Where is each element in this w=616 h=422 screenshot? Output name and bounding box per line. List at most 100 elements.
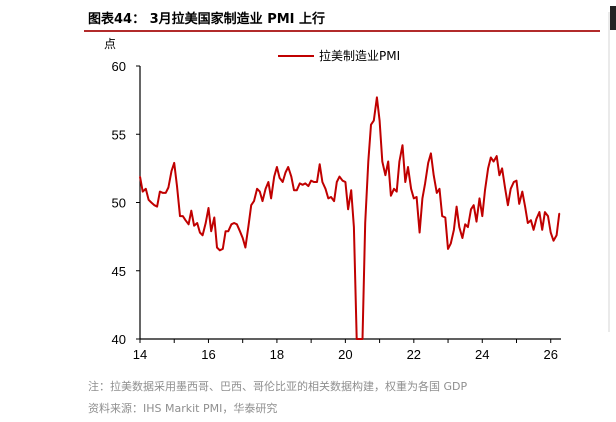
data-point	[184, 219, 187, 221]
data-point	[490, 156, 492, 159]
data-point	[473, 204, 475, 206]
data-point	[302, 184, 304, 186]
data-point	[416, 196, 418, 198]
data-point	[333, 200, 335, 202]
y-tick-label: 50	[112, 196, 126, 211]
data-point	[196, 222, 198, 224]
data-point	[513, 181, 515, 183]
x-tick-label: 24	[475, 347, 489, 362]
data-point	[261, 200, 264, 202]
data-point	[276, 166, 278, 168]
adjacent-page-divider	[608, 12, 610, 332]
x-tick-label: 26	[543, 347, 557, 362]
data-point	[267, 181, 269, 183]
data-point	[145, 188, 147, 190]
series-group	[139, 96, 561, 340]
adjacent-page-edge	[606, 6, 616, 30]
data-point	[173, 162, 175, 164]
y-axis-unit: 点	[104, 37, 116, 51]
data-point	[342, 180, 344, 182]
data-point	[250, 204, 252, 206]
data-point	[222, 248, 224, 250]
data-point	[153, 204, 155, 206]
y-tick-label: 45	[112, 264, 126, 279]
data-point	[321, 181, 323, 183]
data-point	[421, 197, 423, 199]
data-point	[227, 230, 229, 232]
data-point	[507, 204, 509, 206]
data-point	[481, 215, 483, 217]
x-tick-label: 18	[270, 347, 284, 362]
data-point	[225, 230, 227, 232]
data-point	[148, 199, 150, 201]
data-point	[387, 160, 389, 163]
data-point	[393, 188, 395, 190]
data-point	[247, 225, 250, 227]
data-point	[367, 160, 369, 163]
data-point	[179, 215, 181, 217]
data-point	[239, 230, 241, 232]
data-point	[233, 222, 235, 224]
y-axis-ticks: 60 55 50 45 40	[112, 59, 140, 347]
x-tick-label: 16	[201, 347, 215, 362]
data-point	[242, 237, 244, 239]
data-point	[556, 234, 558, 236]
data-point	[456, 206, 458, 208]
data-point	[324, 188, 327, 190]
data-point	[207, 207, 210, 209]
data-point	[256, 188, 258, 190]
data-point	[310, 180, 312, 182]
data-point	[398, 160, 400, 163]
data-point	[379, 120, 381, 122]
data-point	[156, 206, 158, 208]
data-point	[390, 195, 392, 197]
data-point	[279, 177, 281, 179]
data-point	[410, 188, 412, 190]
data-point	[413, 197, 415, 199]
legend: 拉美制造业PMI	[278, 48, 400, 63]
data-point	[510, 188, 512, 190]
data-point	[359, 338, 361, 340]
data-point	[205, 222, 207, 224]
data-point	[304, 182, 306, 184]
data-point	[313, 181, 315, 183]
data-point	[373, 120, 375, 122]
data-point	[396, 191, 398, 193]
data-point	[167, 186, 169, 189]
data-point	[475, 221, 478, 223]
data-point	[364, 222, 366, 224]
data-point	[436, 192, 438, 194]
x-tick-label: 14	[133, 347, 147, 362]
data-point	[384, 174, 386, 176]
data-point	[190, 210, 192, 212]
data-point	[182, 215, 184, 217]
x-tick-label: 20	[338, 347, 352, 362]
data-point	[518, 203, 520, 205]
data-point	[293, 189, 295, 191]
figure-title: 图表44： 3月拉美国家制造业 PMI 上行	[88, 12, 326, 27]
data-point	[533, 229, 535, 231]
data-point	[188, 223, 190, 225]
data-point	[347, 208, 349, 210]
data-point	[162, 192, 164, 194]
data-point	[219, 249, 221, 251]
data-point	[450, 242, 452, 244]
data-point	[316, 181, 318, 183]
data-point	[544, 211, 546, 213]
data-point	[290, 176, 292, 178]
data-point	[381, 160, 383, 163]
data-point	[330, 196, 332, 198]
data-point	[433, 174, 435, 176]
data-point	[319, 163, 321, 165]
data-point	[404, 181, 406, 183]
data-point	[550, 231, 552, 234]
data-point	[150, 201, 152, 204]
data-point	[199, 231, 201, 234]
data-point	[467, 226, 469, 228]
data-point	[541, 229, 543, 231]
y-tick-label: 40	[112, 332, 126, 347]
data-point	[447, 248, 449, 250]
data-point	[552, 240, 555, 242]
